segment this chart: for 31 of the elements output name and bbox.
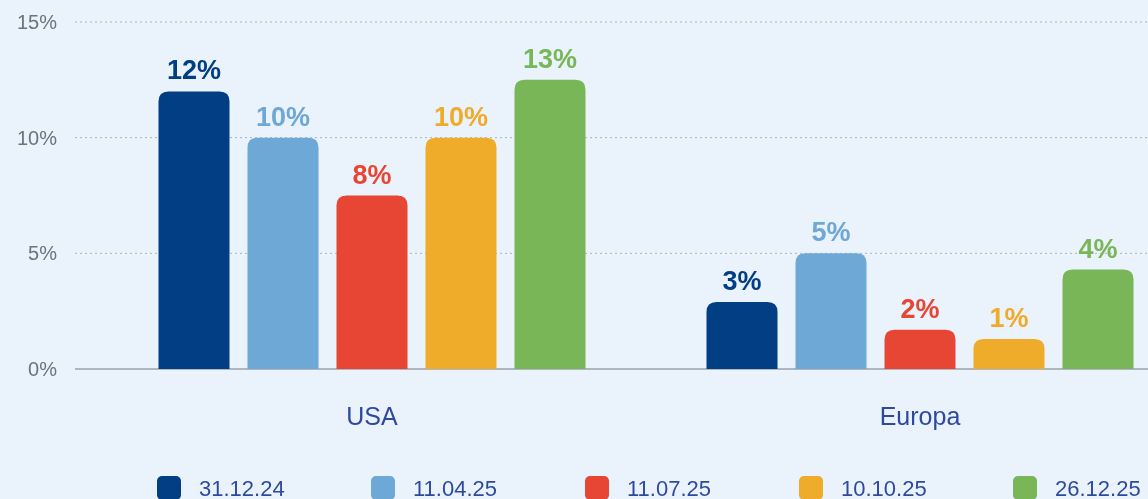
bar [336, 195, 408, 369]
legend-label: 11.07.25 [627, 475, 712, 499]
bar [247, 137, 319, 369]
bar [514, 79, 586, 369]
data-label: 12% [166, 55, 222, 86]
bar [795, 253, 867, 369]
bar [1062, 269, 1134, 369]
data-label: 8% [352, 159, 392, 190]
bar [425, 137, 497, 369]
bar [973, 338, 1045, 369]
data-label: 3% [722, 265, 762, 296]
data-label: 10% [433, 101, 489, 132]
data-label: 2% [900, 293, 940, 324]
y-tick-label: 5% [28, 242, 58, 265]
legend-label: 11.04.25 [413, 475, 498, 499]
data-label: 10% [255, 101, 311, 132]
bar [706, 301, 778, 369]
legend-label: 26.12.25 [1055, 475, 1141, 499]
legend-label: 10.10.25 [841, 475, 927, 499]
bar [884, 329, 956, 369]
data-label: 1% [989, 302, 1029, 333]
y-tick-label: 0% [28, 358, 58, 380]
y-tick-label: 15% [16, 11, 58, 33]
bar [158, 91, 230, 369]
x-tick-label: Europa [879, 402, 961, 430]
x-tick-label: USA [346, 402, 399, 430]
data-label: 13% [522, 43, 578, 74]
legend-label: 31.12.24 [199, 475, 285, 499]
data-label: 5% [811, 217, 851, 248]
data-label: 4% [1078, 233, 1118, 264]
y-tick-label: 10% [16, 126, 58, 149]
